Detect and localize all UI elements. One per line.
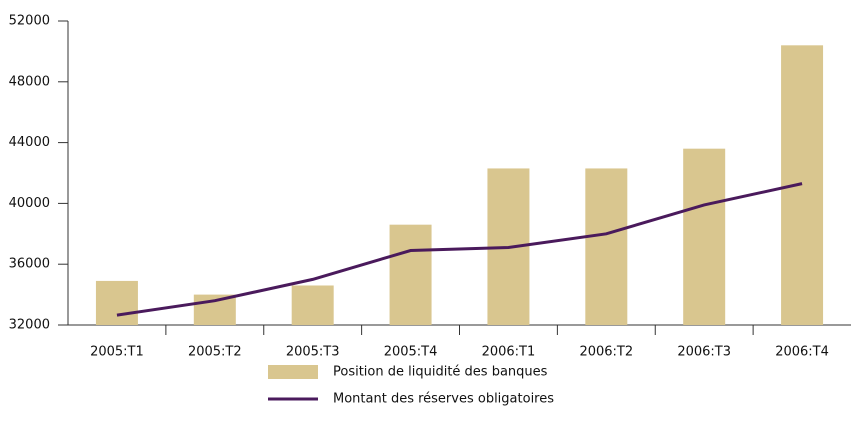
bar bbox=[683, 148, 726, 325]
x-tick-label: 2005:T2 bbox=[188, 345, 242, 360]
legend-swatch bbox=[268, 365, 318, 379]
bar bbox=[585, 168, 628, 325]
y-tick-label: 36000 bbox=[9, 257, 50, 272]
line bbox=[116, 182, 803, 317]
y-tick-label: 52000 bbox=[9, 14, 50, 29]
x-tick-label: 2006:T4 bbox=[775, 345, 829, 360]
bar bbox=[291, 285, 334, 325]
legend-label: Position de liquidité des banques bbox=[333, 365, 548, 380]
y-tick-label: 48000 bbox=[9, 74, 50, 89]
x-tick-label: 2005:T3 bbox=[286, 345, 340, 360]
x-tick-label: 2006:T1 bbox=[482, 345, 536, 360]
bar bbox=[389, 224, 432, 325]
y-tick-label: 44000 bbox=[9, 135, 50, 150]
legend-label: Montant des réserves obligatoires bbox=[333, 392, 554, 407]
x-tick-label: 2006:T2 bbox=[579, 345, 633, 360]
y-tick-label: 40000 bbox=[9, 196, 50, 211]
y-tick-label: 32000 bbox=[9, 318, 50, 333]
x-tick-label: 2005:T4 bbox=[384, 345, 438, 360]
x-tick-label: 2005:T1 bbox=[90, 345, 144, 360]
x-tick-label: 2006:T3 bbox=[677, 345, 731, 360]
bar bbox=[95, 280, 138, 325]
